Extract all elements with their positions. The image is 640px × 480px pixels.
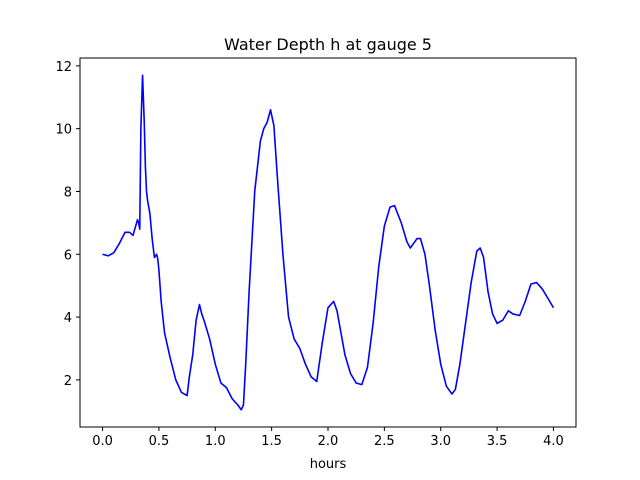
x-tick-label: 0.5 <box>149 434 170 449</box>
y-tick-label: 4 <box>64 311 72 326</box>
chart-title: Water Depth h at gauge 5 <box>224 35 432 54</box>
x-tick-label: 4.0 <box>543 434 564 449</box>
x-tick-label: 3.0 <box>430 434 451 449</box>
x-tick-label: 0.0 <box>92 434 113 449</box>
y-tick-label: 6 <box>64 248 72 263</box>
plot-area <box>102 74 555 411</box>
x-tick-label: 2.5 <box>374 434 395 449</box>
y-tick-label: 2 <box>64 374 72 389</box>
x-tick-label: 1.0 <box>205 434 226 449</box>
axes: 0.0 0.5 1.0 1.5 2.0 2.5 3.0 3.5 4.0 2 4 6 8 10 12 <box>55 57 577 449</box>
x-tick-label: 2.0 <box>318 434 339 449</box>
axes-frame <box>79 57 577 428</box>
x-tick-label: 3.5 <box>487 434 508 449</box>
y-tick-label: 10 <box>55 123 72 138</box>
x-axis-label: hours <box>310 457 347 472</box>
y-tick-label: 12 <box>55 60 72 75</box>
data-line-0 <box>102 74 555 411</box>
x-tick-label: 1.5 <box>261 434 282 449</box>
y-tick-label: 8 <box>64 185 72 200</box>
